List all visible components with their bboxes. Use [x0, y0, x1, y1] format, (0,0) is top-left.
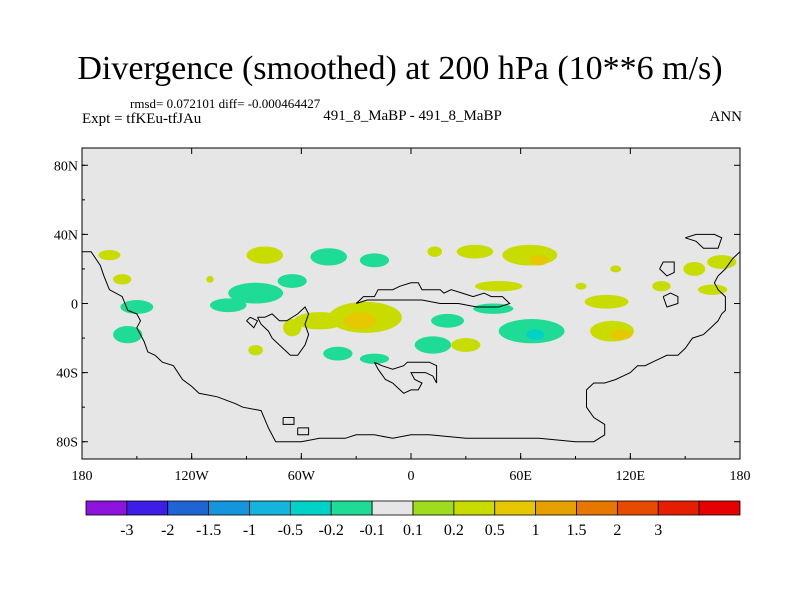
- x-tick-label: 120E: [616, 469, 646, 484]
- x-tick-label: 60E: [509, 469, 532, 484]
- colorbar-swatch: [167, 500, 210, 516]
- colorbar-swatch: [85, 500, 128, 516]
- colorbar-swatch: [412, 500, 455, 516]
- anomaly-patch: [248, 344, 263, 356]
- contour-fill-layer: [98, 244, 737, 364]
- anomaly-patch: [431, 313, 465, 328]
- coastline: [659, 261, 675, 277]
- y-tick-label: 0: [71, 298, 78, 313]
- x-tick-label: 60W: [288, 469, 316, 484]
- x-tick-label: 180: [72, 469, 93, 484]
- anomaly-patch: [474, 281, 523, 292]
- colorbar-label: 3: [654, 522, 662, 539]
- anomaly-patch: [246, 246, 284, 264]
- anomaly-patch: [113, 325, 143, 344]
- coastline: [282, 417, 295, 425]
- colorbar-swatch: [249, 500, 291, 516]
- season-label: ANN: [709, 109, 743, 125]
- anomaly-patch: [683, 262, 706, 276]
- colorbar-label: -0.2: [319, 522, 344, 539]
- anomaly-patch: [427, 246, 443, 257]
- colorbar-label: -1: [243, 522, 256, 539]
- anomaly-patch: [414, 336, 452, 354]
- anomaly-patch: [652, 281, 671, 292]
- y-tick-label: 80N: [54, 159, 78, 174]
- colorbar-swatch: [494, 500, 537, 516]
- colorbar-swatch: [330, 500, 373, 516]
- colorbar-label: -2: [161, 522, 174, 539]
- anomaly-patch: [502, 244, 558, 266]
- colorbar-swatch: [453, 500, 496, 516]
- anomaly-patch: [575, 282, 587, 290]
- anomaly-patch: [277, 274, 307, 288]
- coastline: [373, 361, 438, 394]
- stats-line: rmsd= 0.072101 diff= -0.000464427: [130, 96, 321, 111]
- anomaly-patch: [359, 353, 390, 364]
- colorbar-label: 0.1: [403, 522, 423, 539]
- colorbar-label: 1.5: [567, 522, 587, 539]
- anomaly-patch: [473, 303, 514, 314]
- anomaly-patch: [310, 248, 348, 266]
- y-tick-label: 40S: [56, 367, 78, 382]
- colorbar-swatch: [126, 500, 169, 516]
- case-label: 491_8_MaBP - 491_8_MaBP: [323, 108, 502, 124]
- map-background: [82, 148, 740, 459]
- colorbar-label: 0.5: [485, 522, 505, 539]
- x-tick-label: 0: [408, 469, 415, 484]
- anomaly-patch: [451, 338, 481, 352]
- anomaly-patch: [707, 255, 737, 269]
- anomaly-patch: [343, 312, 377, 330]
- y-tick-label: 80S: [56, 436, 78, 451]
- anomaly-patch: [206, 275, 214, 283]
- colorbar-label: -0.5: [278, 522, 303, 539]
- colorbar-label: -3: [120, 522, 133, 539]
- anomaly-patch: [456, 244, 494, 259]
- anomaly-patch: [610, 329, 633, 340]
- anomaly-patch: [209, 298, 247, 313]
- colorbar-label: -1.5: [196, 522, 221, 539]
- anomaly-patch: [529, 255, 549, 266]
- anomaly-patch: [120, 300, 154, 314]
- colorbar: -3 -2 -1.5 -1 -0.5 -0.2 -0.1 0.1 0.2 0.5 1 1.5 2 3: [85, 500, 741, 539]
- colorbar-swatch: [657, 500, 700, 516]
- colorbar-swatch: [535, 500, 577, 516]
- anomaly-patch: [697, 284, 728, 295]
- anomaly-patch: [228, 282, 284, 304]
- coastline: [246, 316, 259, 329]
- colorbar-swatch: [289, 500, 332, 516]
- anomaly-patch: [323, 346, 353, 361]
- anomaly-patch: [526, 329, 545, 340]
- x-tick-label: 120W: [175, 469, 210, 484]
- anomaly-patch: [113, 274, 132, 285]
- coastline: [355, 282, 511, 308]
- anomaly-patch: [98, 249, 121, 261]
- x-tick-label: 180: [730, 469, 751, 484]
- colorbar-label: 0.2: [444, 522, 464, 539]
- coastline: [662, 292, 679, 308]
- colorbar-swatch: [371, 500, 414, 516]
- colorbar-label: 1: [532, 522, 540, 539]
- coastline: [257, 306, 310, 356]
- coastline: [297, 427, 310, 436]
- plot-title: Divergence (smoothed) at 200 hPa (10**6 …: [77, 50, 723, 87]
- anomaly-patch: [359, 253, 390, 268]
- colorbar-swatch: [208, 500, 250, 516]
- coastline: [82, 251, 740, 443]
- anomaly-patch: [610, 265, 622, 273]
- axis-ticks: 80N 40N 0 40S 80S 180 120W 60W 0 60E 120E 180: [54, 148, 751, 484]
- experiment-label: Expt = tfKEu-tfJAu: [82, 111, 202, 127]
- y-tick-label: 40N: [54, 228, 78, 243]
- colorbar-label: 2: [613, 522, 621, 539]
- colorbar-label: -0.1: [359, 522, 384, 539]
- anomaly-patch: [584, 294, 629, 309]
- coastline-layer: [82, 233, 740, 443]
- colorbar-swatch: [616, 500, 659, 516]
- colorbar-swatch: [576, 500, 618, 516]
- colorbar-swatch: [698, 500, 741, 516]
- coastline: [685, 233, 723, 249]
